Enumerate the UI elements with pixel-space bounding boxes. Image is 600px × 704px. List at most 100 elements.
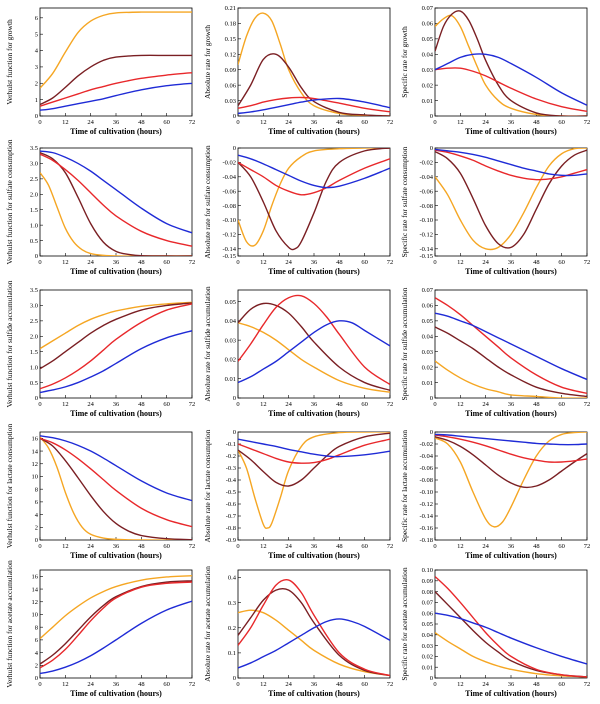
series-line-orange bbox=[40, 301, 192, 350]
x-tick-label: 48 bbox=[138, 401, 145, 408]
series-line-dark_red bbox=[238, 53, 390, 116]
x-tick-label: 36 bbox=[311, 401, 318, 408]
series-group bbox=[435, 148, 587, 251]
series-line-red bbox=[40, 581, 192, 669]
x-tick-label: 48 bbox=[138, 681, 145, 688]
x-tick-label: 72 bbox=[584, 401, 591, 408]
x-tick-label: 0 bbox=[236, 259, 239, 266]
x-axis-label: Time of cultivation (hours) bbox=[70, 267, 162, 276]
y-tick-label: 0.05 bbox=[422, 36, 433, 43]
x-tick-label: 0 bbox=[433, 681, 436, 688]
y-tick-label: -0.1 bbox=[226, 441, 236, 448]
series-group bbox=[435, 297, 587, 398]
y-tick-label: 0.04 bbox=[225, 318, 237, 325]
y-tick-label: 0 bbox=[430, 395, 433, 402]
y-tick-label: 0 bbox=[430, 675, 433, 682]
x-tick-label: 24 bbox=[285, 259, 292, 266]
x-tick-label: 60 bbox=[163, 259, 170, 266]
y-tick-label: 0.02 bbox=[422, 82, 433, 89]
y-tick-label: 0.05 bbox=[422, 621, 433, 628]
series-line-red bbox=[435, 297, 587, 395]
x-tick-label: 60 bbox=[163, 119, 170, 126]
series-group bbox=[238, 12, 390, 116]
y-tick-label: 0 bbox=[233, 395, 236, 402]
series-group bbox=[238, 148, 390, 251]
y-tick-label: 3 bbox=[35, 64, 38, 71]
x-tick-label: 72 bbox=[189, 259, 196, 266]
x-tick-label: 72 bbox=[584, 543, 591, 550]
y-tick-label: 0.12 bbox=[225, 51, 236, 58]
y-tick-label: -0.14 bbox=[419, 246, 433, 253]
x-axis-label: Time of cultivation (hours) bbox=[268, 689, 360, 698]
series-line-red bbox=[238, 158, 390, 196]
series-line-orange bbox=[40, 172, 192, 256]
x-axis-label: Time of cultivation (hours) bbox=[268, 551, 360, 560]
series-line-blue bbox=[40, 330, 192, 394]
series-line-blue bbox=[238, 618, 390, 669]
series-group bbox=[238, 432, 390, 529]
series-line-red bbox=[435, 575, 587, 678]
x-tick-label: 72 bbox=[387, 259, 394, 266]
x-tick-label: 36 bbox=[113, 401, 120, 408]
series-group bbox=[238, 579, 390, 677]
x-tick-label: 24 bbox=[87, 401, 94, 408]
x-axis-label: Time of cultivation (hours) bbox=[465, 409, 557, 418]
y-tick-label: 4 bbox=[35, 650, 39, 657]
x-tick-label: 12 bbox=[62, 681, 69, 688]
x-tick-label: 0 bbox=[38, 119, 41, 126]
series-line-dark_red bbox=[40, 580, 192, 665]
series-line-orange bbox=[435, 148, 587, 251]
y-tick-label: -0.15 bbox=[419, 253, 433, 260]
y-tick-label: -0.06 bbox=[222, 188, 236, 195]
y-axis-label: Specific rate for acetate accumulation bbox=[400, 567, 409, 681]
x-tick-label: 60 bbox=[163, 543, 170, 550]
x-tick-label: 12 bbox=[260, 543, 267, 550]
x-tick-label: 48 bbox=[533, 259, 540, 266]
series-line-red bbox=[40, 153, 192, 247]
x-tick-label: 60 bbox=[558, 681, 565, 688]
chart-panel-r2c2: 0 12 24 36 48 60 72 0 -0.02 -0.04 -0.06 -0.08 -0.10 -… bbox=[203, 145, 393, 276]
y-tick-label: 0.5 bbox=[30, 238, 38, 245]
x-tick-label: 72 bbox=[189, 543, 196, 550]
x-tick-label: 36 bbox=[508, 543, 515, 550]
series-line-orange bbox=[435, 632, 587, 678]
x-tick-label: 72 bbox=[189, 119, 196, 126]
series-line-blue bbox=[40, 600, 192, 675]
series-line-blue bbox=[40, 435, 192, 502]
x-tick-label: 72 bbox=[387, 401, 394, 408]
y-tick-label: 0 bbox=[35, 395, 38, 402]
series-group bbox=[435, 10, 587, 116]
x-tick-label: 0 bbox=[433, 401, 436, 408]
x-tick-label: 36 bbox=[113, 543, 120, 550]
y-tick-label: 2.0 bbox=[30, 333, 38, 340]
series-group bbox=[40, 435, 192, 540]
series-line-orange bbox=[40, 575, 192, 640]
x-tick-label: 48 bbox=[138, 119, 145, 126]
y-tick-label: -0.12 bbox=[419, 501, 433, 508]
x-tick-label: 24 bbox=[482, 543, 489, 550]
plot-frame bbox=[434, 569, 588, 679]
y-axis-label: Specific rate for lactate accumulation bbox=[400, 430, 409, 542]
y-tick-label: 0 bbox=[35, 537, 38, 544]
x-tick-label: 12 bbox=[62, 543, 69, 550]
x-tick-label: 72 bbox=[584, 119, 591, 126]
y-tick-label: 1 bbox=[35, 97, 38, 104]
x-tick-label: 36 bbox=[508, 119, 515, 126]
x-tick-label: 60 bbox=[361, 543, 368, 550]
x-tick-label: 24 bbox=[482, 681, 489, 688]
x-tick-label: 24 bbox=[87, 543, 94, 550]
x-tick-label: 24 bbox=[285, 119, 292, 126]
y-tick-label: 0 bbox=[430, 429, 433, 436]
y-tick-label: 0.01 bbox=[422, 664, 433, 671]
y-tick-label: 2 bbox=[35, 524, 38, 531]
x-axis-label: Time of cultivation (hours) bbox=[268, 267, 360, 276]
y-tick-label: 3.0 bbox=[30, 161, 38, 168]
x-tick-label: 48 bbox=[533, 119, 540, 126]
x-tick-label: 12 bbox=[62, 259, 69, 266]
y-tick-label: 0.04 bbox=[422, 632, 434, 639]
x-tick-label: 24 bbox=[482, 401, 489, 408]
x-tick-label: 72 bbox=[189, 681, 196, 688]
